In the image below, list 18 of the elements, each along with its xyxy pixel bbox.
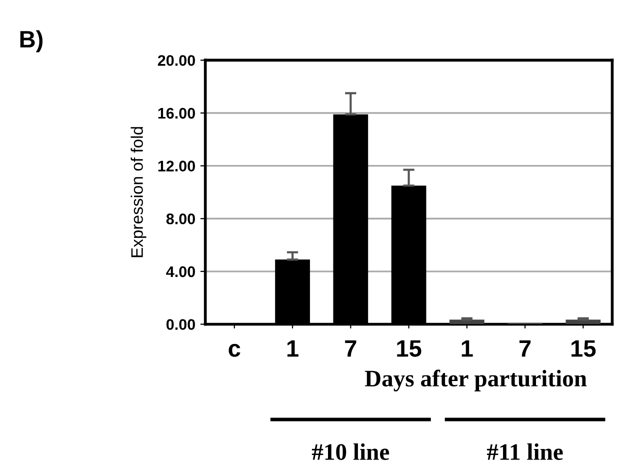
x-tick-label: 15: [397, 340, 422, 357]
x-tick-label: 7: [345, 340, 356, 357]
y-tick-label: 0.00: [166, 319, 195, 330]
x-tick-label: 1: [287, 340, 298, 357]
text: #11 line: [486, 443, 563, 460]
y-tick-label: 20.00: [158, 55, 195, 66]
x-tick-label: 15: [572, 340, 596, 357]
y-tick-label: 8.00: [166, 213, 195, 224]
y-tick-label: 12.00: [158, 160, 195, 172]
x-axis-title: Days after parturition: [364, 370, 587, 392]
y-tick-label: 16.00: [158, 108, 195, 119]
x-tick-label: 7: [519, 340, 531, 357]
text: #10 line: [312, 443, 390, 460]
y-axis-title: Expression of fold: [130, 127, 146, 258]
chart-title: B): [20, 30, 43, 52]
x-tick-label: 1: [462, 340, 473, 357]
y-tick-label: 4.00: [166, 266, 195, 278]
x-tick-label: c: [228, 344, 240, 357]
